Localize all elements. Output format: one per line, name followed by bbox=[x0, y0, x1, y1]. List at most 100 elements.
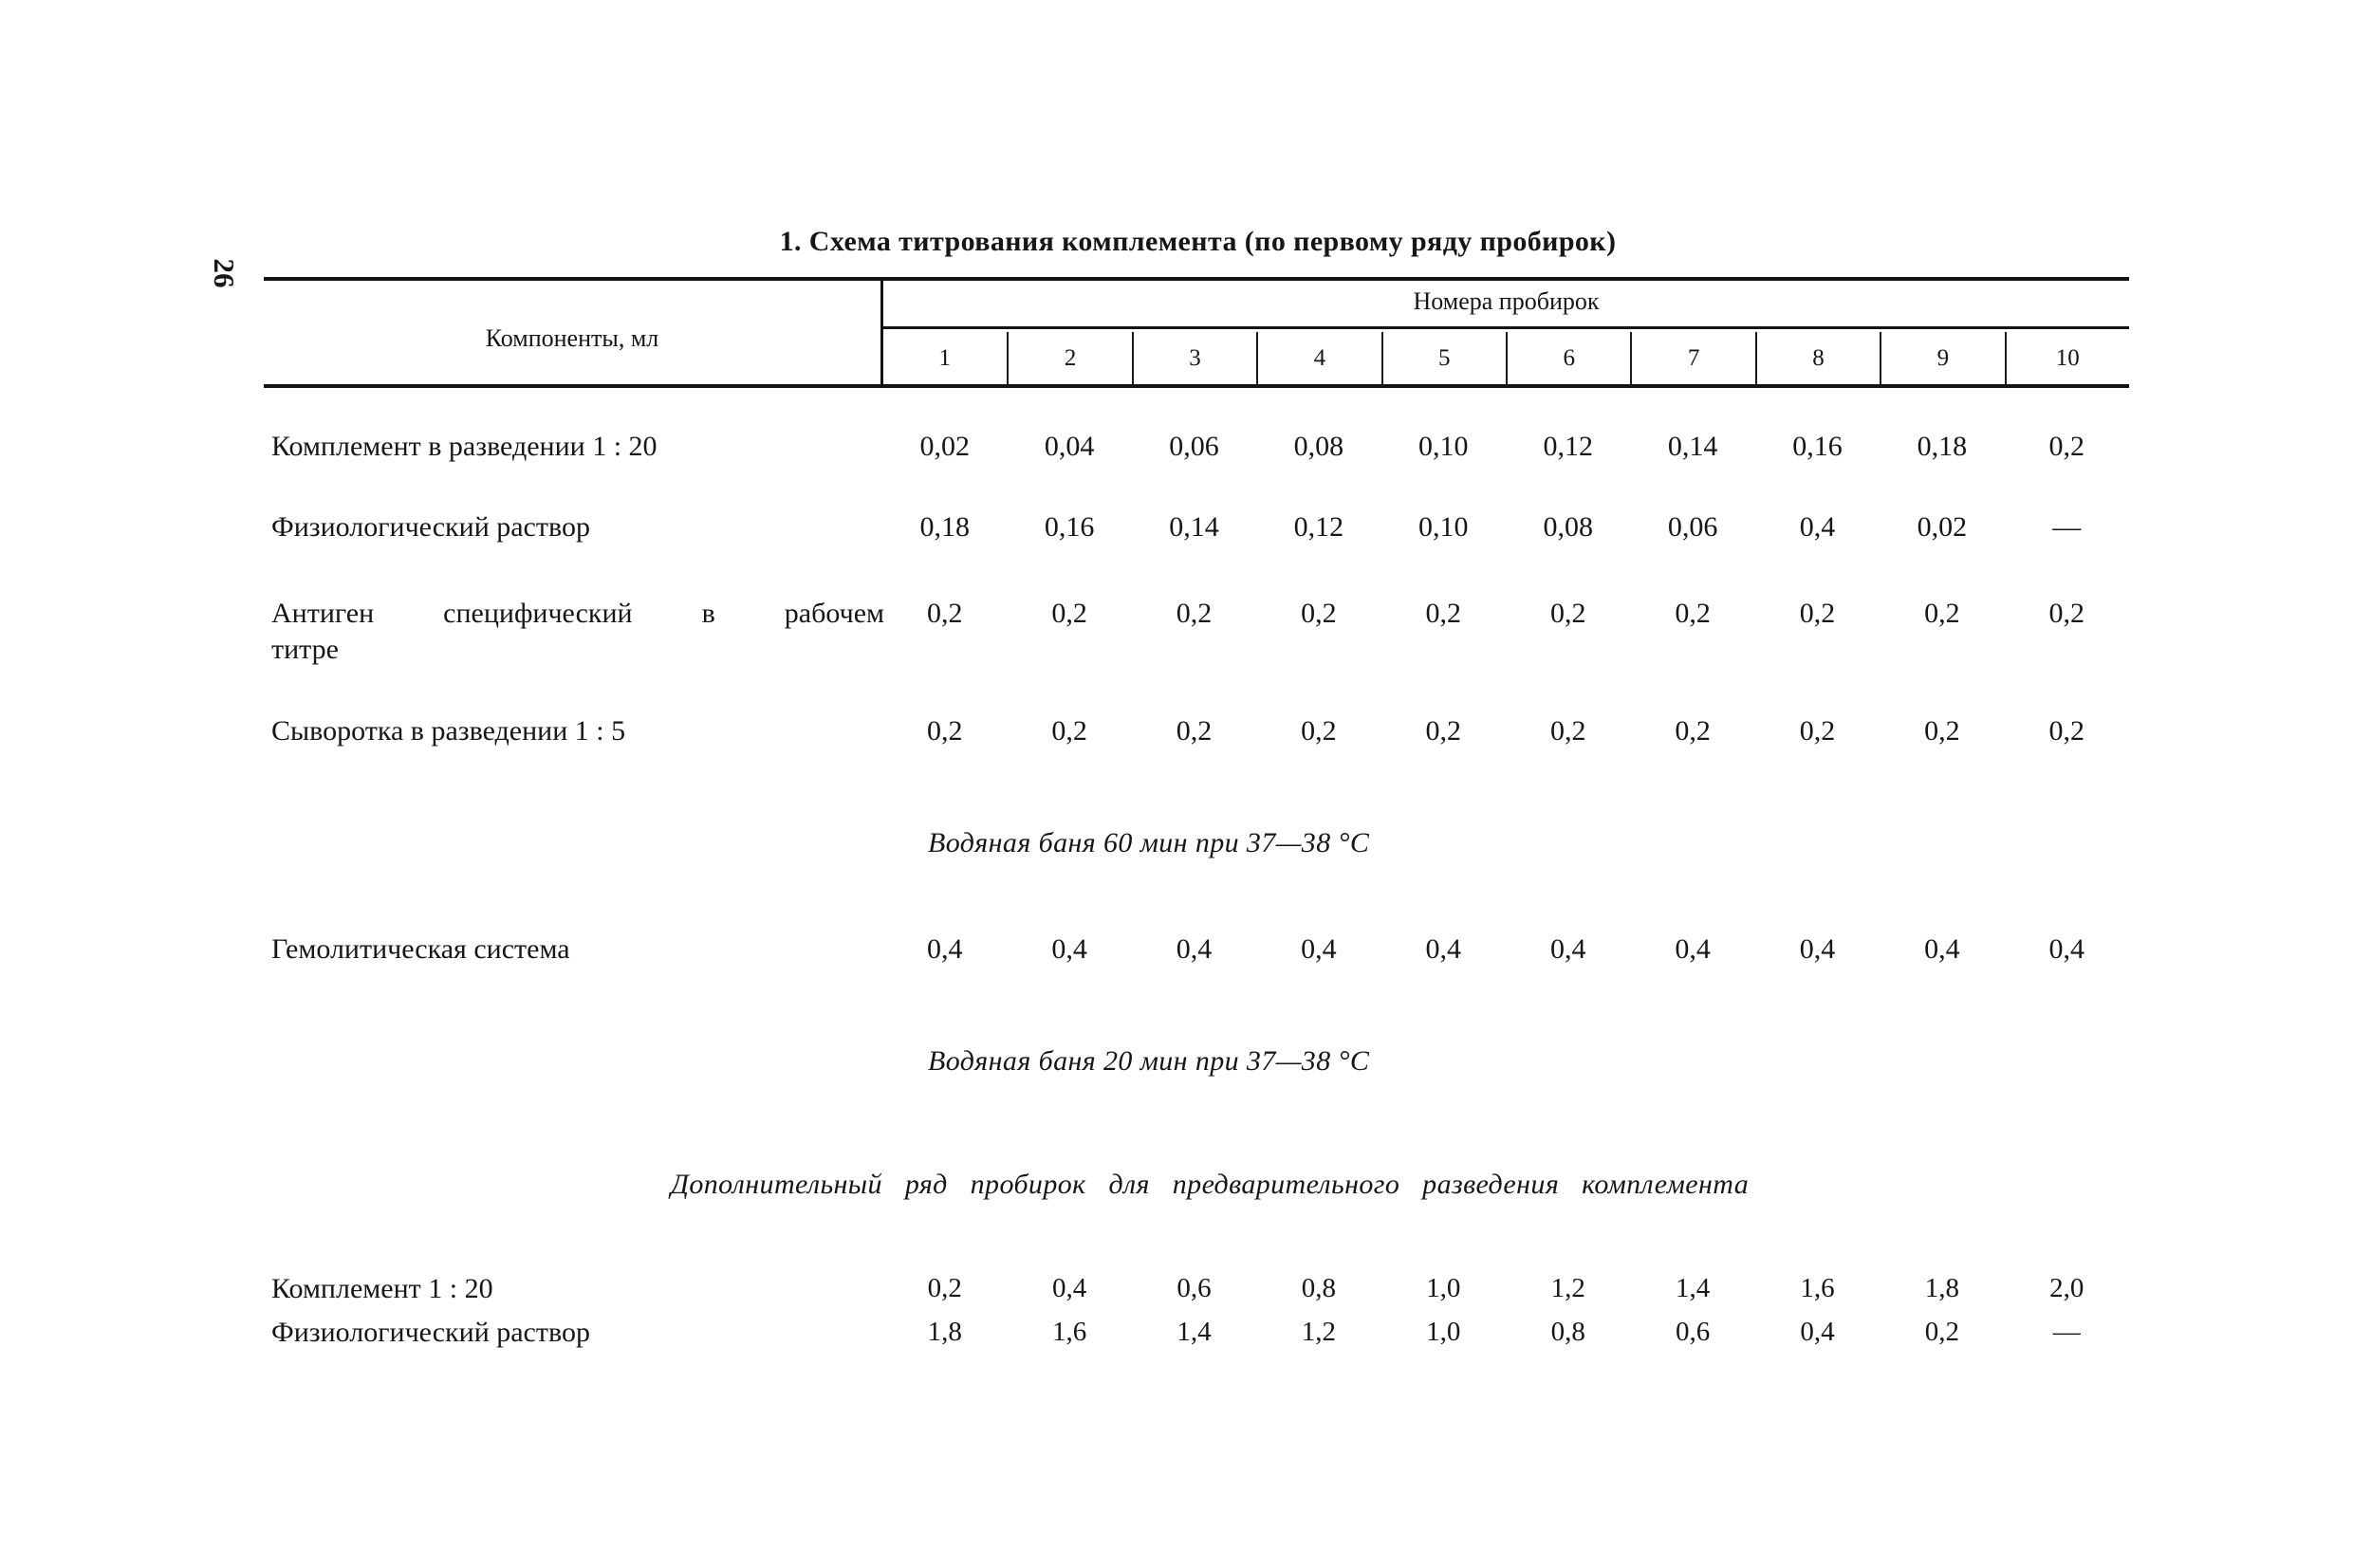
value-cell: 1,0 bbox=[1426, 1317, 1461, 1347]
value-cell: 0,4 bbox=[1425, 933, 1462, 965]
tube-number-cell: 10 bbox=[2004, 332, 2129, 384]
value-cell: 0,02 bbox=[1917, 511, 1968, 543]
row-label-saline-extra: Физиологический раствор bbox=[271, 1317, 590, 1348]
value-cell: 1,8 bbox=[1924, 1273, 1960, 1303]
value-cell: 0,08 bbox=[1543, 511, 1593, 543]
value-cell: 0,4 bbox=[926, 933, 963, 965]
value-cell: 1,2 bbox=[1550, 1273, 1585, 1303]
value-cell: 0,8 bbox=[1550, 1317, 1585, 1347]
value-cell: 0,2 bbox=[1924, 715, 1960, 747]
value-cell: 0,2 bbox=[1675, 715, 1711, 747]
tube-number-cell: 8 bbox=[1754, 332, 1880, 384]
value-cell: 0,2 bbox=[1176, 598, 1213, 629]
value-cell: 0,4 bbox=[1799, 933, 1836, 965]
value-cell: 0,2 bbox=[1799, 715, 1836, 747]
tube-number-cell: 3 bbox=[1131, 332, 1256, 384]
row-label-antigen-line2: титре bbox=[271, 634, 339, 665]
value-cell: 0,6 bbox=[1176, 1273, 1212, 1303]
value-cell: 1,8 bbox=[927, 1317, 962, 1347]
value-cell: 0,18 bbox=[919, 511, 970, 543]
table-title: 1. Схема титрования комплемента (по перв… bbox=[779, 226, 1617, 257]
value-cell: 0,2 bbox=[927, 1273, 962, 1303]
value-cell: 0,4 bbox=[1301, 933, 1337, 965]
value-cell: 1,0 bbox=[1426, 1273, 1461, 1303]
value-cell: 0,12 bbox=[1543, 431, 1593, 462]
tube-number-cell: 4 bbox=[1256, 332, 1380, 384]
row-values: 0,18 0,16 0,14 0,12 0,10 0,08 0,06 0,4 0,02 — bbox=[882, 509, 2129, 545]
value-cell: 0,02 bbox=[919, 431, 970, 462]
page-number: 26 bbox=[208, 258, 241, 288]
value-cell: 0,4 bbox=[1924, 933, 1960, 965]
row-label-saline: Физиологический раствор bbox=[271, 511, 590, 543]
value-cell: 0,4 bbox=[1800, 1317, 1835, 1347]
row-values: 0,2 0,4 0,6 0,8 1,0 1,2 1,4 1,6 1,8 2,0 bbox=[882, 1269, 2129, 1307]
value-cell: 0,18 bbox=[1917, 431, 1968, 462]
row-label-complement-1-20-dilution: Комплемент в разведении 1 : 20 bbox=[271, 431, 658, 462]
water-bath-note-20min: Водяная баня 20 мин при 37—38 °C bbox=[928, 1045, 1370, 1077]
row-values: 0,2 0,2 0,2 0,2 0,2 0,2 0,2 0,2 0,2 0,2 bbox=[882, 713, 2129, 749]
row-values: 0,4 0,4 0,4 0,4 0,4 0,4 0,4 0,4 0,4 0,4 bbox=[882, 932, 2129, 968]
value-cell: 0,10 bbox=[1418, 431, 1469, 462]
tube-number-cell: 6 bbox=[1505, 332, 1630, 384]
tube-number-cell: 7 bbox=[1630, 332, 1754, 384]
value-cell: 0,2 bbox=[2048, 715, 2085, 747]
header-column-divider bbox=[880, 277, 883, 388]
row-label-hemolytic-system: Гемолитическая система bbox=[271, 933, 570, 965]
value-cell: 0,2 bbox=[1549, 715, 1586, 747]
value-cell: 0,2 bbox=[1051, 715, 1087, 747]
tube-number-cell: 1 bbox=[938, 345, 951, 371]
value-cell: 0,2 bbox=[1301, 598, 1337, 629]
value-cell: 0,10 bbox=[1418, 511, 1469, 543]
value-cell: 0,2 bbox=[1924, 598, 1960, 629]
tube-number-cell: 2 bbox=[1007, 332, 1131, 384]
value-cell: 0,2 bbox=[1799, 598, 1836, 629]
value-cell: 1,4 bbox=[1675, 1273, 1711, 1303]
extra-section-heading: Дополнительный ряд пробирок для предвари… bbox=[670, 1169, 1750, 1200]
tube-number-cell: 5 bbox=[1380, 332, 1506, 384]
value-cell: 0,2 bbox=[1924, 1317, 1960, 1347]
components-column-header: Компоненты, мл bbox=[485, 324, 659, 352]
tubes-subheader-rule bbox=[883, 326, 2129, 329]
row-label-serum: Сыворотка в разведении 1 : 5 bbox=[271, 715, 626, 747]
value-cell: 0,2 bbox=[1301, 715, 1337, 747]
value-cell: 0,4 bbox=[1799, 511, 1836, 543]
row-values: 0,02 0,04 0,06 0,08 0,10 0,12 0,14 0,16 0,18 0,2 bbox=[882, 429, 2129, 465]
value-cell: 0,6 bbox=[1675, 1317, 1711, 1347]
value-cell: 0,8 bbox=[1301, 1273, 1337, 1303]
value-cell: 0,2 bbox=[926, 715, 963, 747]
value-cell: 0,2 bbox=[1051, 598, 1087, 629]
value-cell: 0,16 bbox=[1044, 511, 1095, 543]
value-cell: 0,2 bbox=[1425, 598, 1462, 629]
value-cell: 0,2 bbox=[1675, 598, 1711, 629]
value-cell: 0,08 bbox=[1293, 431, 1344, 462]
value-cell: 0,14 bbox=[1667, 431, 1718, 462]
tube-numbers-row: 1 2 3 4 5 6 7 8 9 10 bbox=[882, 332, 2129, 384]
value-cell: 1,6 bbox=[1800, 1273, 1835, 1303]
value-cell: 0,4 bbox=[1176, 933, 1213, 965]
value-cell: 0,4 bbox=[1051, 933, 1087, 965]
value-cell: 0,2 bbox=[1549, 598, 1586, 629]
value-cell: 0,2 bbox=[2048, 598, 2085, 629]
value-cell: 0,4 bbox=[1675, 933, 1711, 965]
value-cell: 0,14 bbox=[1169, 511, 1219, 543]
table-top-rule bbox=[264, 277, 2129, 281]
value-cell: 0,06 bbox=[1169, 431, 1219, 462]
value-cell: 0,12 bbox=[1293, 511, 1344, 543]
value-cell: 1,2 bbox=[1301, 1317, 1337, 1347]
row-values: 1,8 1,6 1,4 1,2 1,0 0,8 0,6 0,4 0,2 — bbox=[882, 1313, 2129, 1351]
water-bath-note-60min: Водяная баня 60 мин при 37—38 °C bbox=[928, 827, 1370, 858]
value-cell: 0,4 bbox=[1051, 1273, 1087, 1303]
value-cell: 0,2 bbox=[1176, 715, 1213, 747]
value-cell: 0,04 bbox=[1044, 431, 1095, 462]
value-cell: — bbox=[2052, 511, 2082, 543]
row-values: 0,2 0,2 0,2 0,2 0,2 0,2 0,2 0,2 0,2 0,2 bbox=[882, 596, 2129, 632]
tube-numbers-header: Номера пробирок bbox=[1413, 287, 1600, 315]
value-cell: 0,2 bbox=[2048, 431, 2085, 462]
value-cell: — bbox=[2052, 1317, 2081, 1347]
tube-number-cell: 9 bbox=[1880, 332, 2004, 384]
value-cell: 1,4 bbox=[1176, 1317, 1212, 1347]
value-cell: 0,16 bbox=[1792, 431, 1843, 462]
value-cell: 2,0 bbox=[2049, 1273, 2084, 1303]
row-label-complement-1-20: Комплемент 1 : 20 bbox=[271, 1273, 493, 1304]
